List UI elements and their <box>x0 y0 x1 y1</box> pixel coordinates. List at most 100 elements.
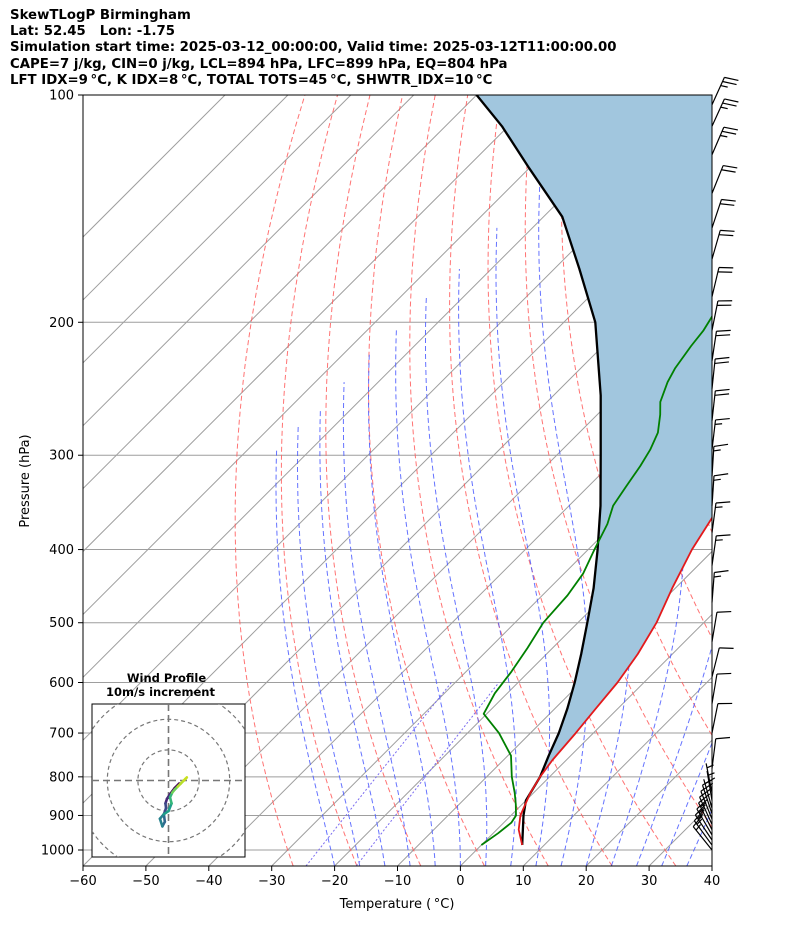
isotherm-line <box>460 613 712 866</box>
dry-adiabat-line <box>761 95 794 866</box>
moist-adiabat-line <box>686 808 712 866</box>
wind-barb <box>711 229 735 260</box>
wind-barb <box>711 98 739 127</box>
x-tick-label: −40 <box>195 874 222 889</box>
isotherm-line <box>334 487 712 866</box>
temperature-line <box>517 516 712 846</box>
moist-adiabat-line <box>737 95 794 866</box>
chart-title-block: SkewTLogP Birmingham Lat: 52.45 Lon: -1.… <box>10 8 790 89</box>
moist-adiabat-line <box>319 408 386 866</box>
profile-lines-layer <box>475 95 712 846</box>
moist-adiabat-line <box>342 382 411 866</box>
parcel-profile-line <box>475 95 602 846</box>
x-axis-label: Temperature ( °C) <box>339 897 455 912</box>
x-tick-label: −20 <box>321 874 348 889</box>
dry-adiabat-line <box>325 95 422 866</box>
dry-adiabat-line <box>234 95 306 866</box>
y-axis-label: Pressure (hPa) <box>18 434 33 527</box>
wind-barbs-layer <box>692 76 739 851</box>
chart-title-line-5: LFT IDX=9 °C, K IDX=8 °C, TOTAL TOTS=45 … <box>10 72 493 88</box>
isotherm-line <box>83 95 352 364</box>
moist-adiabat-line <box>275 449 336 866</box>
dewpoint-line <box>480 314 712 846</box>
isotherm-line <box>83 95 415 427</box>
y-tick-label: 200 <box>49 316 74 331</box>
x-tick-label: 0 <box>456 874 464 889</box>
y-tick-label: 900 <box>49 809 74 824</box>
wind-barb <box>711 126 738 156</box>
chart-title-line-1: SkewTLogP Birmingham <box>10 8 191 23</box>
wind-barb <box>711 417 730 450</box>
moist-adiabat-line <box>711 864 712 866</box>
mixing-ratio-line <box>305 682 452 866</box>
moist-adiabat-line <box>610 95 685 866</box>
moist-adiabat-line <box>636 644 712 866</box>
isotherm-line <box>711 865 712 866</box>
y-tick-label: 800 <box>49 770 74 785</box>
wind-barb <box>711 534 731 566</box>
x-tick-label: −10 <box>384 874 411 889</box>
isotherm-line <box>397 550 712 866</box>
moist-adiabat-line <box>538 180 589 866</box>
wind-barb <box>711 473 729 506</box>
cape-fill-layer <box>476 95 712 777</box>
moist-adiabat-line <box>425 296 488 866</box>
isotherm-line <box>83 95 289 301</box>
y-tick-label: 700 <box>49 727 74 742</box>
isotherm-line <box>522 676 712 866</box>
isotherm-line <box>83 95 603 616</box>
dry-adiabat-line <box>560 95 712 737</box>
wind-barb <box>703 779 713 809</box>
moist-adiabat-line <box>495 227 551 866</box>
wind-barb <box>711 266 734 297</box>
isotherm-line <box>208 362 712 866</box>
y-tick-label: 300 <box>49 449 74 464</box>
wind-barb <box>711 300 733 331</box>
isotherm-line <box>145 299 712 866</box>
x-tick-label: 20 <box>578 874 595 889</box>
dry-adiabat-line <box>487 95 677 866</box>
dry-adiabat-line <box>728 95 794 866</box>
x-tick-label: −60 <box>69 874 96 889</box>
x-tick-label: 10 <box>515 874 532 889</box>
moist-adiabat-line <box>297 426 361 866</box>
wind-barb <box>711 443 729 477</box>
wind-barb <box>711 570 729 603</box>
y-tick-label: 100 <box>49 89 74 104</box>
isotherm-line <box>83 95 540 553</box>
wind-barb <box>711 672 732 704</box>
y-tick-label: 400 <box>49 543 74 558</box>
wind-barb <box>711 702 733 734</box>
wind-barb <box>711 501 731 533</box>
y-tick-label: 600 <box>49 676 74 691</box>
hodograph-subtitle: 10m/s increment <box>106 685 215 699</box>
hodograph-segment <box>158 817 164 828</box>
moist-adiabat-line <box>661 741 712 866</box>
y-tick-label: 500 <box>49 616 74 631</box>
chart-title-line-2: Lat: 52.45 Lon: -1.75 <box>10 24 176 40</box>
axes-layer: −60 −50 −40 −30 −20 −10 0 10 20 30 40 1000 900 800 700… <box>41 89 720 890</box>
isotherm-line <box>83 95 666 679</box>
cape-area <box>476 95 712 777</box>
chart-title-line-4: CAPE=7 j/kg, CIN=0 j/kg, LCL=894 hPa, LF… <box>10 56 508 72</box>
chart-title-line-3: Simulation start time: 2025-03-12_00:00:… <box>10 40 617 56</box>
wind-barb <box>711 329 731 361</box>
wind-barb <box>711 356 730 389</box>
wind-barb <box>711 736 731 769</box>
y-tick-label: 1000 <box>41 844 74 859</box>
moist-adiabat-line <box>395 330 461 866</box>
hodograph-segment <box>167 802 173 813</box>
wind-barb <box>711 647 734 678</box>
dry-adiabat-line <box>368 95 485 866</box>
x-tick-label: 40 <box>704 874 721 889</box>
wind-barb <box>711 76 739 105</box>
wind-barb <box>711 388 730 421</box>
wind-barb <box>711 610 732 642</box>
dry-adiabat-line <box>409 95 549 866</box>
x-tick-label: −50 <box>132 874 159 889</box>
hodograph-title: Wind Profile <box>127 671 207 685</box>
x-tick-label: −30 <box>258 874 285 889</box>
isotherm-line <box>83 95 226 238</box>
